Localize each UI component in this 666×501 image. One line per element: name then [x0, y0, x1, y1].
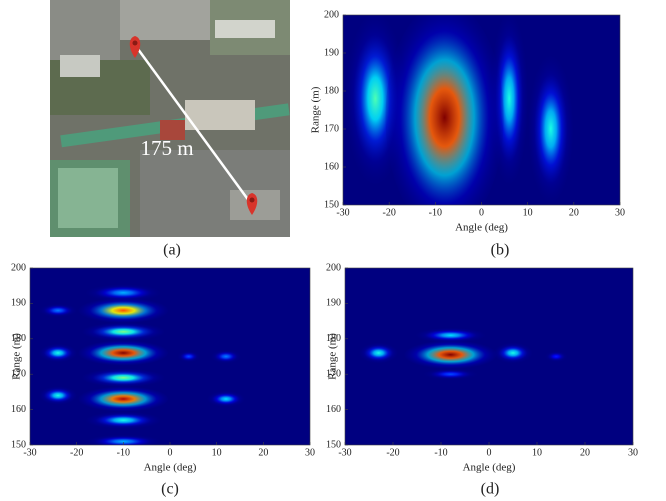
heat-blob [405, 341, 497, 369]
y-tick-label: 160 [324, 161, 339, 172]
x-tick-label: 0 [479, 207, 484, 218]
heat-blob [385, 2, 503, 233]
x-tick-label: 20 [569, 207, 579, 218]
figure: 175 m (a) -30-20-10010203015016017018019… [0, 0, 666, 501]
y-tick-label: 190 [11, 298, 26, 309]
x-tick-label: 0 [168, 447, 173, 458]
heat-blob [177, 351, 199, 362]
y-axis-label: Range (m) [310, 86, 322, 133]
y-tick-label: 170 [324, 123, 339, 134]
y-axis-label: Range (m) [11, 333, 23, 380]
heat-blob [82, 369, 164, 387]
y-tick-label: 160 [11, 404, 26, 415]
heat-blob [79, 340, 169, 365]
heat-blob [39, 386, 76, 404]
heat-blob [79, 387, 169, 412]
y-tick-label: 150 [11, 439, 26, 450]
x-tick-label: 0 [487, 447, 492, 458]
y-tick-label: 190 [326, 298, 341, 309]
heat-blob [207, 391, 244, 407]
heat-blob [211, 350, 241, 364]
caption: (d) [481, 481, 500, 498]
y-tick-label: 160 [326, 404, 341, 415]
aerial-photo [50, 0, 290, 237]
x-tick-label: 30 [615, 207, 625, 218]
heat-blob [86, 435, 161, 449]
y-tick-label: 150 [324, 199, 339, 210]
heat-blob [39, 344, 76, 362]
x-tick-label: -20 [386, 447, 399, 458]
x-tick-label: -10 [434, 447, 447, 458]
x-tick-label: -20 [70, 447, 83, 458]
heat-blob [416, 328, 485, 343]
x-tick-label: 20 [580, 447, 590, 458]
heat-blob [545, 351, 568, 362]
x-axis-label: Angle (deg) [455, 222, 508, 234]
x-tick-label: 30 [628, 447, 638, 458]
x-tick-label: 10 [523, 207, 533, 218]
heat-blob [359, 343, 397, 363]
x-tick-label: 30 [305, 447, 315, 458]
caption: (b) [491, 242, 510, 259]
heat-blob [82, 323, 164, 341]
x-tick-label: 20 [258, 447, 268, 458]
caption: (a) [163, 242, 181, 259]
distance-label: 175 m [140, 136, 193, 160]
heat-blob [79, 298, 169, 323]
heat-blob [39, 304, 76, 318]
y-tick-label: 200 [326, 262, 341, 273]
x-axis-label: Angle (deg) [144, 462, 197, 474]
heat-blob [494, 343, 532, 363]
y-tick-label: 200 [11, 262, 26, 273]
y-tick-label: 180 [324, 85, 339, 96]
x-tick-label: -10 [429, 207, 442, 218]
y-tick-label: 200 [324, 9, 339, 20]
x-tick-label: -20 [382, 207, 395, 218]
x-tick-label: -10 [117, 447, 130, 458]
x-axis-label: Angle (deg) [463, 462, 516, 474]
y-tick-label: 190 [324, 47, 339, 58]
heat-blob [529, 56, 573, 202]
y-axis-label: Range (m) [327, 333, 339, 380]
heat-blob [86, 412, 161, 429]
caption: (c) [161, 481, 179, 498]
x-tick-label: 10 [532, 447, 542, 458]
x-tick-label: 10 [212, 447, 222, 458]
heat-blob [424, 369, 478, 380]
y-tick-label: 150 [326, 439, 341, 450]
